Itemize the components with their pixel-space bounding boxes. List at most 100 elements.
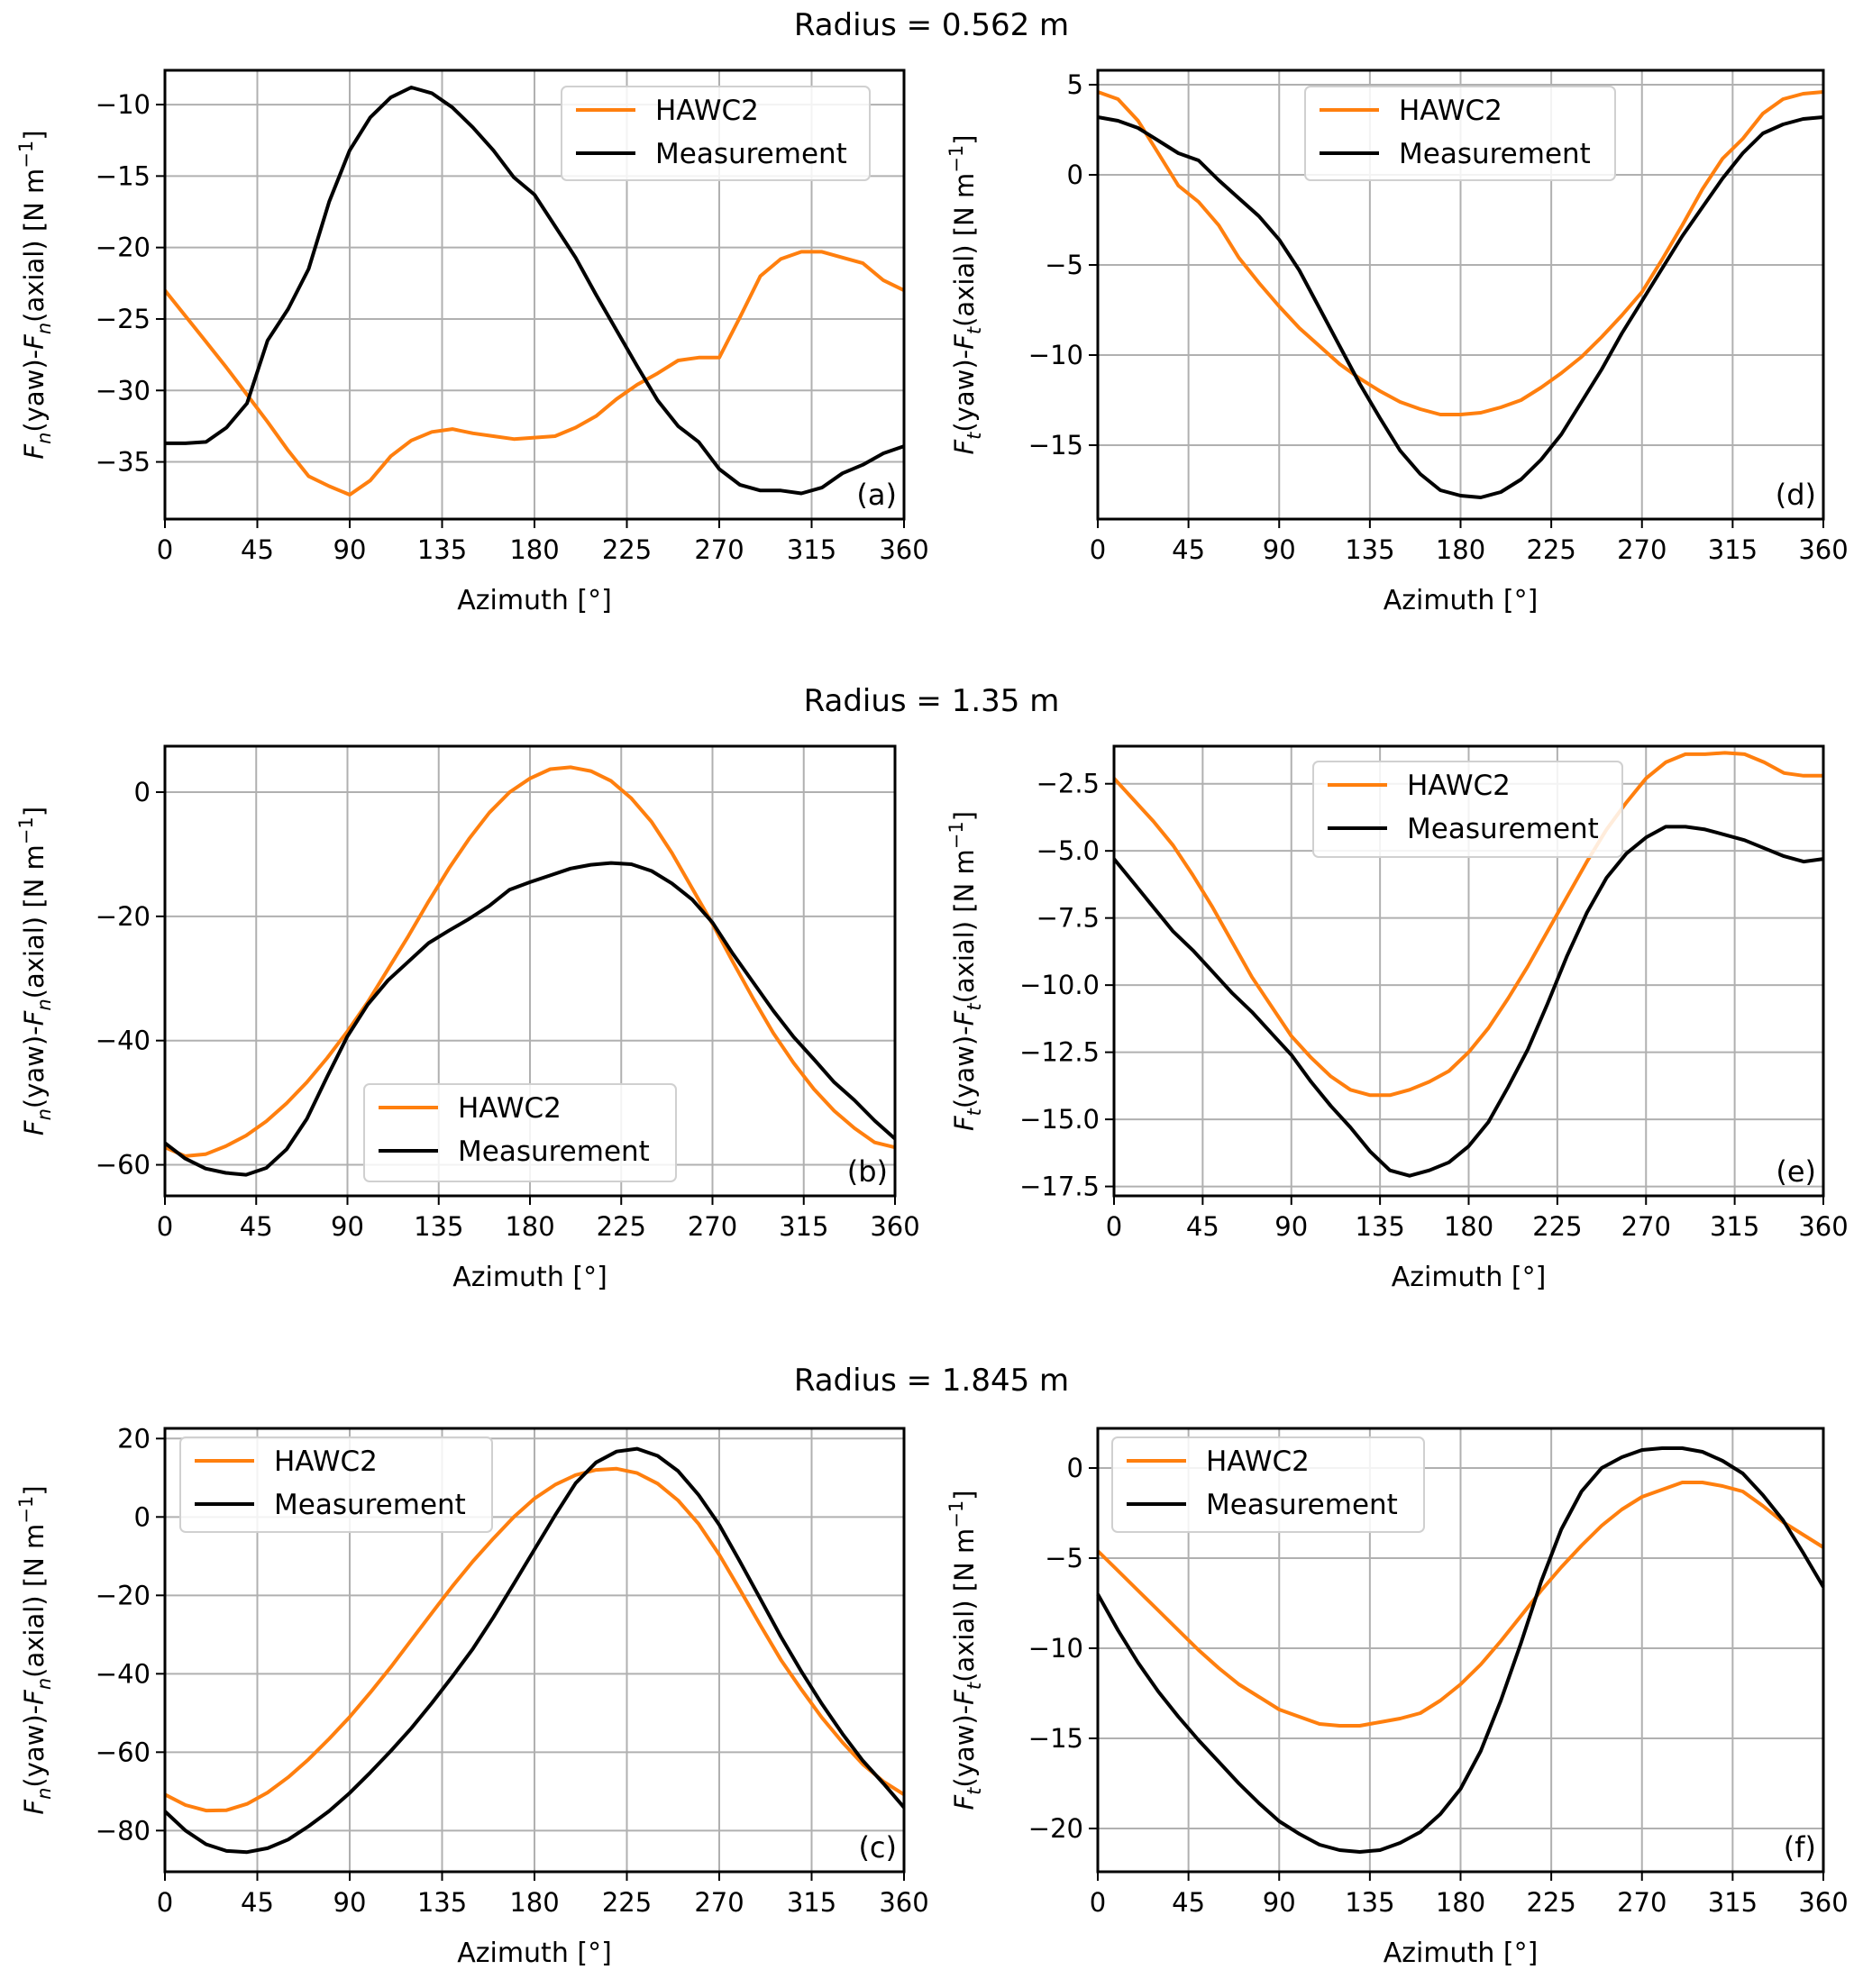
panel-label: (d): [1776, 478, 1816, 512]
panel-label: (f): [1784, 1830, 1816, 1865]
subplot-d: 0 45 90 135 180 225 270 315 360 −15 −10 −5 0 5 Azimuth…: [945, 68, 1849, 616]
hawc2-line: [163, 250, 905, 497]
legend-label-hawc2: HAWC2: [1399, 95, 1502, 127]
x-tick-label: 225: [602, 534, 652, 565]
y-axis-label-part: t: [963, 1787, 985, 1795]
x-tick-label: 270: [1621, 1211, 1671, 1242]
y-axis-label-part: F: [949, 1689, 980, 1705]
legend-label-measurement: Measurement: [1407, 813, 1599, 845]
x-tick-label: 225: [602, 1887, 652, 1918]
x-tick-label: 90: [1274, 1211, 1308, 1242]
legend-box: [363, 1083, 677, 1182]
x-tick-label: 0: [157, 1887, 173, 1918]
y-axis-label-part: (axial) [N m: [949, 173, 980, 327]
y-axis-label-part: t: [963, 432, 985, 440]
x-tick-label: 315: [1708, 534, 1758, 565]
y-tick-label: −10: [1028, 1633, 1083, 1664]
legend-label-hawc2: HAWC2: [1407, 770, 1511, 802]
y-axis-label-part: n: [33, 1108, 55, 1120]
y-axis-label-part: F: [19, 1009, 50, 1026]
x-tick-label: 90: [333, 534, 367, 565]
y-tick-label: 0: [134, 777, 151, 807]
y-tick-label: −12.5: [1019, 1037, 1100, 1068]
y-axis-label-part: F: [949, 1794, 980, 1810]
legend: HAWC2 Measurement: [1304, 86, 1616, 181]
legend-box: [1312, 761, 1623, 858]
x-tick-label: 225: [597, 1211, 646, 1242]
y-axis-label-part: F: [949, 439, 980, 455]
y-axis-label: Fn(yaw)-Fn(axial) [N m−1]: [15, 130, 55, 459]
panel-label: (b): [847, 1154, 888, 1189]
x-tick-label: 225: [1526, 534, 1575, 565]
measurement-line: [1097, 115, 1824, 499]
y-tick-label: −30: [96, 375, 151, 406]
measurement-line: [1112, 825, 1824, 1178]
y-axis-label-part: (axial) [N m: [949, 849, 980, 1003]
x-tick-label: 45: [1186, 1211, 1219, 1242]
subplot-b: 0 45 90 135 180 225 270 315 360 −60 −40 −20 0 Azimuth…: [15, 744, 920, 1293]
y-axis-label-part: ]: [19, 130, 50, 140]
panel-label: (e): [1776, 1154, 1816, 1189]
y-axis-label-part: n: [33, 999, 55, 1010]
x-tick-label: 315: [1708, 1887, 1758, 1918]
y-axis-label-part: (yaw)-: [949, 1705, 980, 1788]
x-tick-label: 360: [1798, 1887, 1848, 1918]
y-axis-label-part: (axial) [N m: [19, 169, 50, 323]
y-axis-label-part: F: [949, 1115, 980, 1131]
legend-label-measurement: Measurement: [458, 1135, 650, 1168]
legend: HAWC2 Measurement: [363, 1083, 677, 1182]
x-tick-label: 360: [879, 1887, 928, 1918]
x-axis-label: Azimuth [°]: [452, 1262, 607, 1293]
y-axis-label-part: (yaw)-: [949, 1026, 980, 1108]
x-tick-label: 225: [1532, 1211, 1582, 1242]
x-tick-label: 360: [1798, 1211, 1848, 1242]
y-axis-label-part: (axial) [N m: [19, 844, 50, 999]
y-tick-label: −10: [96, 89, 151, 120]
x-tick-label: 45: [240, 1211, 273, 1242]
y-axis-label-part: (yaw)-: [19, 350, 50, 433]
hawc2-line: [164, 765, 896, 1158]
y-axis-label-part: n: [33, 323, 55, 334]
x-tick-label: 45: [241, 534, 274, 565]
measurement-line: [1096, 1446, 1825, 1854]
legend: HAWC2 Measurement: [561, 86, 871, 181]
x-tick-label: 360: [1798, 534, 1848, 565]
y-tick-label: −15.0: [1019, 1104, 1100, 1135]
y-tick-label: −2.5: [1037, 769, 1100, 799]
measurement-line: [163, 861, 897, 1177]
y-tick-label: −80: [96, 1815, 151, 1846]
y-tick-label: −5: [1045, 1543, 1083, 1573]
x-tick-label: 360: [870, 1211, 919, 1242]
y-axis-label: Ft(yaw)-Ft(axial) [N m−1]: [945, 1490, 985, 1810]
x-tick-label: 270: [694, 534, 744, 565]
y-axis-label-part: (yaw)-: [19, 1026, 50, 1108]
y-tick-label: −17.5: [1019, 1172, 1100, 1202]
x-tick-label: 90: [331, 1211, 364, 1242]
y-axis-label-part: ]: [949, 1490, 980, 1500]
y-tick-label: 5: [1067, 69, 1083, 100]
legend-label-hawc2: HAWC2: [458, 1092, 562, 1125]
x-tick-label: 0: [157, 1211, 173, 1242]
y-tick-label: −20: [96, 1580, 151, 1610]
y-axis-label-part: −1: [15, 141, 37, 169]
y-tick-label: −25: [96, 304, 151, 334]
x-tick-label: 315: [779, 1211, 828, 1242]
measurement-line: [165, 86, 905, 496]
row-title-radius-135: Radius = 1.35 m: [803, 683, 1060, 719]
x-tick-label: 90: [333, 1887, 367, 1918]
x-tick-label: 90: [1263, 1887, 1296, 1918]
x-tick-label: 135: [1355, 1211, 1404, 1242]
y-tick-label: 0: [1067, 1453, 1083, 1483]
y-tick-label: 20: [117, 1423, 151, 1454]
x-tick-label: 0: [1090, 1887, 1106, 1918]
y-axis-label-part: F: [19, 1799, 50, 1815]
x-tick-label: 360: [879, 534, 928, 565]
x-tick-label: 135: [1345, 1887, 1394, 1918]
y-tick-label: 0: [134, 1501, 151, 1532]
x-tick-label: 45: [1172, 1887, 1205, 1918]
y-tick-label: −20: [96, 233, 151, 263]
x-tick-label: 270: [1617, 1887, 1667, 1918]
y-axis-label-part: −1: [945, 821, 967, 849]
row-title-radius-0562: Radius = 0.562 m: [793, 7, 1070, 43]
y-axis-label-part: F: [19, 443, 50, 460]
